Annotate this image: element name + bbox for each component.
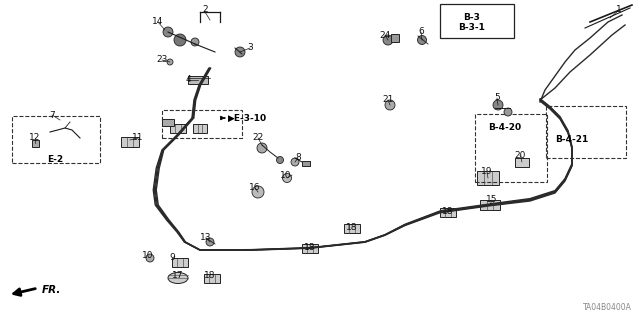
Bar (480, 200, 500, 210)
Text: 16: 16 (249, 183, 260, 192)
Text: 10: 10 (280, 170, 292, 180)
Bar (12, 116, 100, 163)
Circle shape (174, 34, 186, 46)
Text: 12: 12 (29, 133, 41, 143)
Bar (204, 273, 220, 283)
Bar (515, 158, 529, 167)
Text: E-2: E-2 (47, 155, 63, 165)
Text: ▶E-3-10: ▶E-3-10 (228, 114, 267, 122)
Circle shape (504, 108, 512, 116)
Text: 5: 5 (494, 93, 500, 102)
Text: 10: 10 (142, 250, 154, 259)
Bar (477, 171, 499, 185)
Text: 4: 4 (185, 76, 191, 85)
Bar (162, 118, 174, 125)
Text: 7: 7 (49, 110, 55, 120)
Circle shape (385, 100, 395, 110)
Text: B-3: B-3 (463, 13, 481, 23)
Text: 21: 21 (382, 95, 394, 105)
Text: 20: 20 (515, 151, 525, 160)
Circle shape (383, 35, 393, 45)
Bar (31, 139, 38, 146)
Bar (344, 224, 360, 233)
Text: 18: 18 (304, 243, 316, 253)
Circle shape (291, 158, 299, 166)
Text: B-3-1: B-3-1 (459, 24, 485, 33)
Text: 6: 6 (418, 27, 424, 36)
Bar (302, 243, 318, 253)
Text: B-4-21: B-4-21 (556, 136, 589, 145)
Circle shape (276, 157, 284, 164)
Text: 18: 18 (204, 271, 216, 279)
Circle shape (191, 38, 199, 46)
Circle shape (167, 59, 173, 65)
Circle shape (257, 143, 267, 153)
Text: 18: 18 (346, 224, 358, 233)
Bar (172, 257, 188, 266)
Text: 3: 3 (247, 43, 253, 53)
Text: 13: 13 (200, 234, 212, 242)
Text: 14: 14 (152, 18, 164, 26)
Text: 24: 24 (380, 31, 390, 40)
Circle shape (206, 238, 214, 246)
Bar (475, 114, 547, 182)
Circle shape (146, 254, 154, 262)
Bar (162, 110, 242, 138)
Text: 18: 18 (442, 207, 454, 217)
Text: 8: 8 (295, 153, 301, 162)
Text: 9: 9 (169, 254, 175, 263)
Text: B-4-20: B-4-20 (488, 123, 522, 132)
Ellipse shape (168, 272, 188, 284)
Bar (121, 137, 139, 147)
Text: 22: 22 (252, 133, 264, 143)
Bar (440, 207, 456, 217)
Circle shape (252, 186, 264, 198)
Bar (302, 160, 310, 166)
Bar (193, 123, 207, 132)
Bar (546, 106, 626, 158)
Text: 11: 11 (132, 133, 144, 143)
Circle shape (163, 27, 173, 37)
Bar (188, 76, 208, 84)
Text: 17: 17 (172, 271, 184, 279)
Bar (170, 123, 186, 132)
Bar (391, 34, 399, 42)
Bar (440, 4, 514, 38)
Text: FR.: FR. (42, 285, 61, 295)
Circle shape (417, 35, 426, 44)
Text: 1: 1 (616, 5, 622, 14)
Text: 15: 15 (486, 196, 498, 204)
Text: 19: 19 (481, 167, 493, 176)
Circle shape (235, 47, 245, 57)
Text: 23: 23 (156, 56, 168, 64)
Circle shape (493, 100, 503, 110)
Circle shape (282, 174, 291, 182)
Text: 2: 2 (202, 5, 208, 14)
Text: TA04B0400A: TA04B0400A (583, 303, 632, 312)
